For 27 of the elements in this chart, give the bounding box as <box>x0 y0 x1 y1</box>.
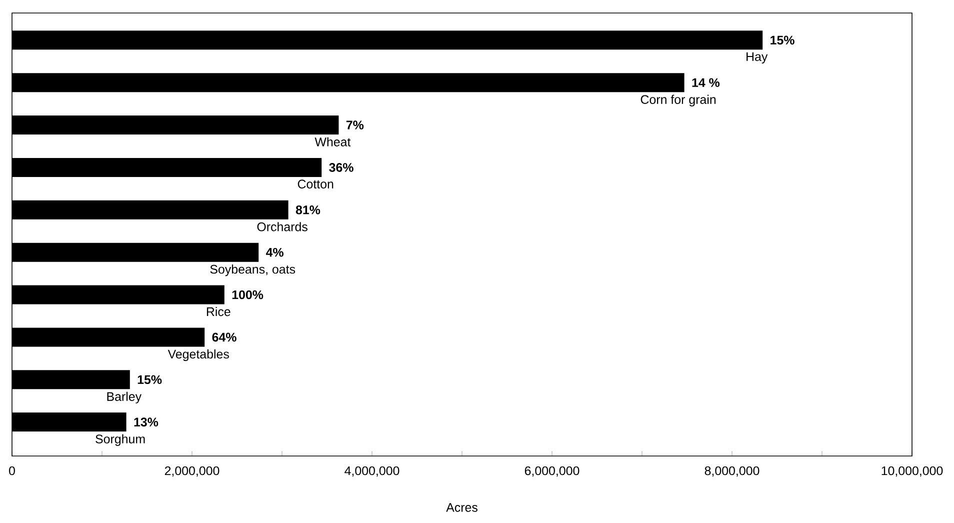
annotation: 36% <box>329 163 354 172</box>
annotation: 100% <box>232 290 264 300</box>
x-tick-label: 10,000,000 <box>882 466 943 477</box>
y-tick-label: Hay <box>746 52 768 64</box>
annotation: 4% <box>266 248 284 257</box>
x-tick-label: 0 <box>9 466 15 476</box>
x-tick-label: 4,000,000 <box>344 466 400 477</box>
x-tick-label: 8,000,000 <box>704 466 760 477</box>
y-tick-label: Rice <box>206 306 230 316</box>
x-tick-label: 6,000,000 <box>524 466 580 477</box>
annotation: 15% <box>138 375 162 384</box>
y-tick-label: Soybeans, oats <box>210 264 296 276</box>
x-axis-title: Acres <box>446 503 478 512</box>
x-tick-label: 2,000,000 <box>164 466 220 477</box>
annotation: 64% <box>212 332 236 342</box>
y-tick-label: Orchards <box>257 222 308 232</box>
y-tick-label: Corn for grain <box>640 94 716 106</box>
y-tick-label: Cotton <box>298 180 334 188</box>
y-tick-label: Barley <box>107 392 142 404</box>
annotation: 7% <box>346 120 364 130</box>
y-tick-label: Sorghum <box>96 434 145 446</box>
y-tick-label: Vegetables <box>168 349 229 361</box>
annotation: 81% <box>296 205 320 214</box>
annotation: 13% <box>134 418 158 426</box>
annotation: 15% <box>770 36 794 45</box>
y-tick-label: Wheat <box>314 137 351 146</box>
annotation: 14 % <box>692 78 720 87</box>
